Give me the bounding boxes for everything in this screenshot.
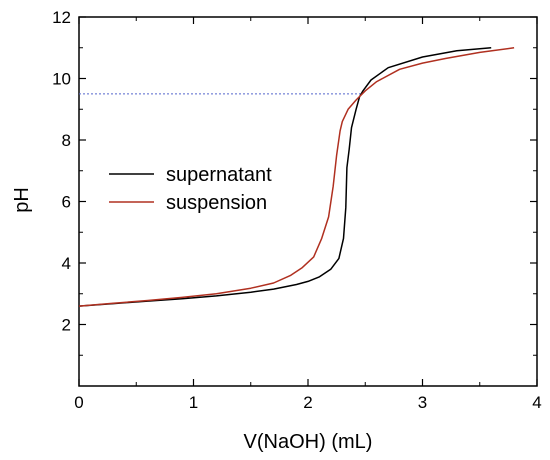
x-tick-label: 1 (189, 393, 198, 412)
y-tick-label: 2 (62, 316, 71, 335)
y-tick-label: 8 (62, 131, 71, 150)
legend-label-suspension: suspension (166, 192, 267, 214)
x-tick-label: 3 (418, 393, 427, 412)
x-axis-title: V(NaOH) (mL) (244, 431, 373, 453)
y-tick-label: 4 (62, 254, 71, 273)
series-line-supernatant (78, 47, 492, 307)
series-group (78, 47, 515, 307)
y-axis-title: pH (11, 187, 33, 213)
x-tick-label: 0 (74, 393, 83, 412)
y-tick-label: 12 (52, 8, 71, 27)
series-line-suspension (78, 47, 515, 307)
y-tick-label: 10 (52, 70, 71, 89)
legend: supernatant suspension (109, 164, 272, 214)
legend-label-supernatant: supernatant (166, 164, 272, 186)
x-tick-label: 2 (303, 393, 312, 412)
x-tick-label: 4 (532, 393, 541, 412)
y-tick-label: 6 (62, 193, 71, 212)
